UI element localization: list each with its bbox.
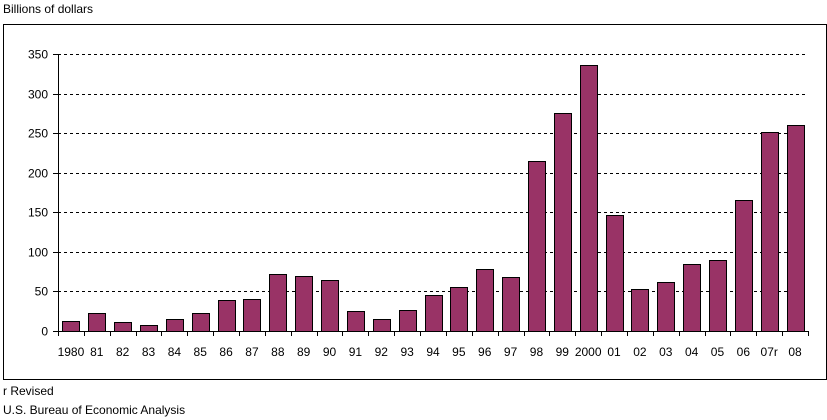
bar	[347, 311, 365, 332]
bar	[62, 321, 80, 332]
x-tick-label: 03	[659, 345, 673, 359]
bar	[425, 295, 443, 332]
bar	[787, 125, 805, 332]
bar	[192, 313, 210, 332]
x-tick-label: 04	[685, 345, 699, 359]
bar	[735, 200, 753, 332]
bar	[166, 319, 184, 332]
bar	[606, 215, 624, 332]
x-tick-label: 06	[737, 345, 751, 359]
footnote-revised: r Revised	[3, 384, 54, 398]
y-tick-label: 200	[28, 167, 48, 181]
x-tick-label: 08	[788, 345, 802, 359]
bar	[373, 319, 391, 332]
x-tick-label: 05	[711, 345, 725, 359]
x-tick-label: 92	[375, 345, 389, 359]
bar	[528, 161, 546, 332]
bar	[399, 310, 417, 332]
x-tick-label: 07r	[761, 345, 778, 359]
x-tick-label: 83	[142, 345, 156, 359]
x-tick-label: 1980	[58, 345, 85, 359]
x-tick-label: 91	[349, 345, 363, 359]
x-tick-label: 89	[297, 345, 311, 359]
bar	[657, 282, 675, 332]
bar	[580, 65, 598, 332]
bar	[295, 276, 313, 332]
x-tick-label: 97	[504, 345, 518, 359]
bar	[269, 274, 287, 332]
x-tick-label: 01	[607, 345, 621, 359]
bar	[321, 280, 339, 332]
y-tick-label: 0	[41, 325, 48, 339]
x-tick-label: 86	[219, 345, 233, 359]
bar	[709, 260, 727, 332]
y-tick-label: 300	[28, 88, 48, 102]
y-tick-label: 100	[28, 246, 48, 260]
x-tick-label: 84	[168, 345, 182, 359]
bar	[761, 132, 779, 332]
bar	[502, 277, 520, 332]
x-tick-label: 88	[271, 345, 285, 359]
bar	[476, 269, 494, 332]
bar	[140, 325, 158, 332]
x-tick-label: 81	[90, 345, 104, 359]
bar	[631, 289, 649, 332]
x-tick-label: 87	[245, 345, 259, 359]
bar	[88, 313, 106, 332]
y-axis-title: Billions of dollars	[3, 2, 94, 16]
x-tick-label: 2000	[575, 345, 602, 359]
x-tick-label: 90	[323, 345, 337, 359]
source-note: U.S. Bureau of Economic Analysis	[3, 403, 186, 417]
x-tick-label: 98	[530, 345, 544, 359]
x-tick-label: 95	[452, 345, 466, 359]
y-tick-label: 350	[28, 48, 48, 62]
x-tick-label: 99	[556, 345, 570, 359]
bar	[243, 299, 261, 332]
y-tick-label: 150	[28, 206, 48, 220]
bar	[450, 287, 468, 332]
x-tick-label: 94	[426, 345, 440, 359]
x-tick-label: 85	[194, 345, 208, 359]
x-tick-label: 82	[116, 345, 130, 359]
bar	[218, 300, 236, 332]
x-tick-label: 93	[400, 345, 414, 359]
bar	[683, 264, 701, 332]
x-tick-label: 02	[633, 345, 647, 359]
y-tick-label: 250	[28, 127, 48, 141]
x-tick-label: 96	[478, 345, 492, 359]
y-tick-label: 50	[35, 285, 49, 299]
bar	[554, 113, 572, 332]
bar	[114, 322, 132, 332]
